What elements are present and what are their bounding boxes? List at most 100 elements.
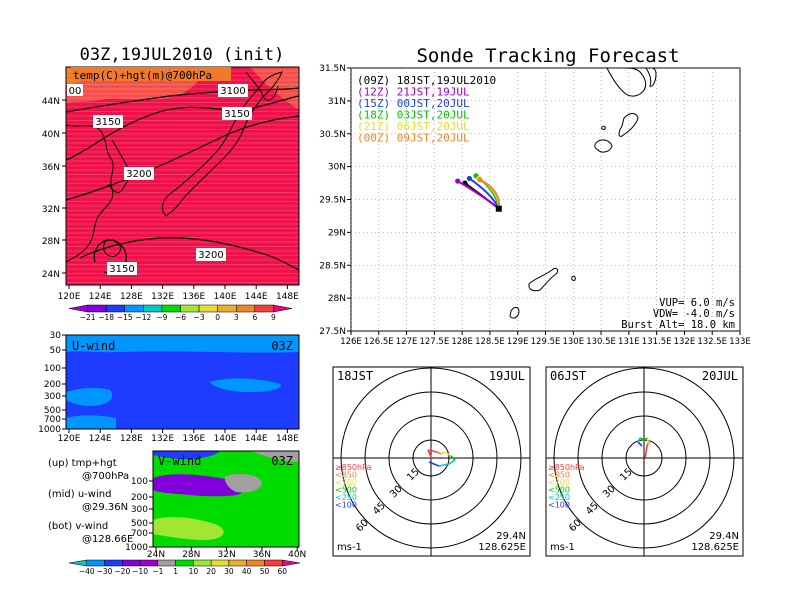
contour-3150-a — [66, 95, 299, 161]
hodograph-trace — [646, 437, 650, 445]
uwind-xtick-label: 140E — [214, 434, 237, 444]
temp-hgt-map: 03Z,19JUL2010 (init) temp(C)+hgt(m)@700h… — [42, 45, 300, 322]
hodograph-level-label: <100 — [335, 501, 357, 510]
temp-map-xtick-label: 132E — [151, 292, 174, 302]
temp-colorbar-label: 6 — [252, 313, 257, 322]
coast-cape — [645, 68, 657, 87]
contour-label-bg — [196, 248, 226, 261]
uwind-xtick-label: 124E — [89, 434, 112, 444]
tracking-xtick-label: 126.5E — [364, 337, 394, 347]
sonde-landing-point — [455, 178, 461, 184]
temp-map-ytick-label: 32N — [42, 205, 60, 215]
hodograph-trace — [440, 451, 446, 455]
vwind-field-purple — [153, 474, 244, 497]
contour-label-3100: 3100 — [220, 86, 245, 97]
wind-colorbar-segment — [246, 559, 265, 567]
tracking-xtick-label: 128E — [451, 337, 473, 347]
temp-colorbar-segment — [273, 304, 293, 313]
hodograph-level-label: <700 — [548, 478, 570, 487]
wind-colorbar-label: 50 — [260, 567, 270, 576]
hodograph-trace — [428, 461, 440, 467]
temp-map-xtick-label: 124E — [89, 292, 112, 302]
temp-colorbar-label: 0 — [215, 313, 220, 322]
coast-islet — [601, 125, 606, 130]
uwind-ytick-label: 700 — [44, 415, 61, 425]
hodograph-trace — [637, 437, 641, 443]
temp-map-xtick-label: 120E — [58, 292, 81, 302]
coast-yakushima — [594, 139, 613, 153]
temp-colorbar: −21 −18 −15 −12 −9 −6 −3 0 3 6 9 — [68, 304, 293, 322]
temp-colorbar-segment — [105, 304, 125, 313]
hodograph-trace — [444, 451, 452, 457]
vwind-xtick-label: 24N — [147, 550, 165, 560]
tracking-title: Sonde Tracking Forecast — [416, 45, 679, 67]
wind-colorbar-segment — [175, 559, 194, 567]
temp-map-xtick-label: 144E — [245, 292, 268, 302]
uwind-xtick-label: 136E — [182, 434, 205, 444]
vwind-xtick-label: 28N — [182, 550, 200, 560]
tracking-xtick-label: 132E — [674, 337, 696, 347]
temp-map-xtick-label: 136E — [182, 292, 205, 302]
hodograph-time: 18JST — [337, 369, 373, 383]
uwind-frame — [65, 334, 300, 430]
tracking-info-line: VDW= -4.0 m/s — [653, 308, 735, 320]
vwind-field-gray-top — [250, 451, 299, 462]
temp-colorbar-segment — [180, 304, 200, 313]
sonde-landing-point — [477, 177, 483, 183]
uwind-time: 03Z — [271, 339, 293, 353]
contour-label-bg — [124, 167, 154, 180]
panel-note-line2: @700hPa — [82, 471, 129, 482]
tracking-ytick-label: 28N — [328, 294, 346, 304]
temp-colorbar-segment — [68, 304, 88, 313]
tracking-ytick-label: 30.5N — [319, 130, 346, 140]
hodograph-trace — [427, 449, 433, 460]
tracking-xtick-label: 126E — [340, 337, 362, 347]
hodograph-level-label: <250 — [548, 493, 570, 502]
sonde-launch-marker — [495, 205, 502, 212]
temp-colorbar-label: 9 — [271, 313, 276, 322]
tracking-ytick-label: 31N — [328, 97, 346, 107]
tracking-xtick-label: 127.5E — [419, 337, 449, 347]
tracking-xtick-label: 128.5E — [475, 337, 505, 347]
hodograph-unit: ms-1 — [550, 542, 575, 553]
vwind-xtick-label: 32N — [218, 550, 236, 560]
temp-colorbar-label: −9 — [156, 313, 167, 322]
temp-map-xtick-label: 128E — [120, 292, 143, 302]
contour-3200-a — [66, 115, 299, 201]
tracking-xtick-label: 131E — [618, 337, 640, 347]
temp-map-xtick-label: 148E — [276, 292, 299, 302]
hodograph-lat: 29.4N — [496, 531, 526, 542]
vwind-frame — [152, 450, 300, 548]
coastline-japan — [162, 71, 283, 217]
wind-colorbar-segment — [228, 559, 247, 567]
hodograph-level-label: <700 — [335, 478, 357, 487]
temp-map-ytick-label: 44N — [42, 97, 60, 107]
vwind-label: V-wind — [158, 454, 201, 468]
uwind-xtick-label: 128E — [120, 434, 143, 444]
temp-map-yticks: 44N 40N 36N 32N 28N 24N — [42, 97, 66, 280]
hodograph-trace — [448, 459, 456, 465]
wind-colorbar-segment — [157, 559, 176, 567]
tracking-legend-entry: (15Z) 00JST,20JUL — [357, 97, 470, 110]
vwind-ytick-label: 300 — [131, 505, 148, 515]
map-stripes — [66, 70, 299, 283]
hodograph-rings — [546, 367, 743, 556]
contour-3100 — [66, 87, 299, 113]
uwind-xtick-label: 120E — [58, 434, 81, 444]
tracking-xtick-label: 130.5E — [586, 337, 616, 347]
tracking-xticks: 126E 126.5E 127E 127.5E 128E 128.5E 129E 129.5E… — [340, 331, 751, 347]
contour-label-3150-low: 3150 — [109, 264, 134, 275]
temp-colorbar-segment — [236, 304, 256, 313]
wind-colorbar-label: 10 — [189, 567, 199, 576]
hodograph-level-label: <100 — [548, 501, 570, 510]
temp-colorbar-label: −15 — [117, 313, 133, 322]
hodograph-trace — [436, 451, 442, 455]
wind-colorbar-label: −1 — [152, 567, 163, 576]
temp-colorbar-label: −18 — [98, 313, 114, 322]
